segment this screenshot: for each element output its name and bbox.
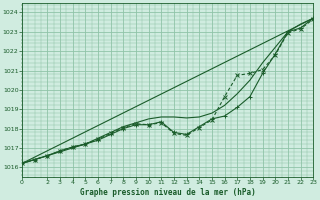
X-axis label: Graphe pression niveau de la mer (hPa): Graphe pression niveau de la mer (hPa) — [80, 188, 255, 197]
